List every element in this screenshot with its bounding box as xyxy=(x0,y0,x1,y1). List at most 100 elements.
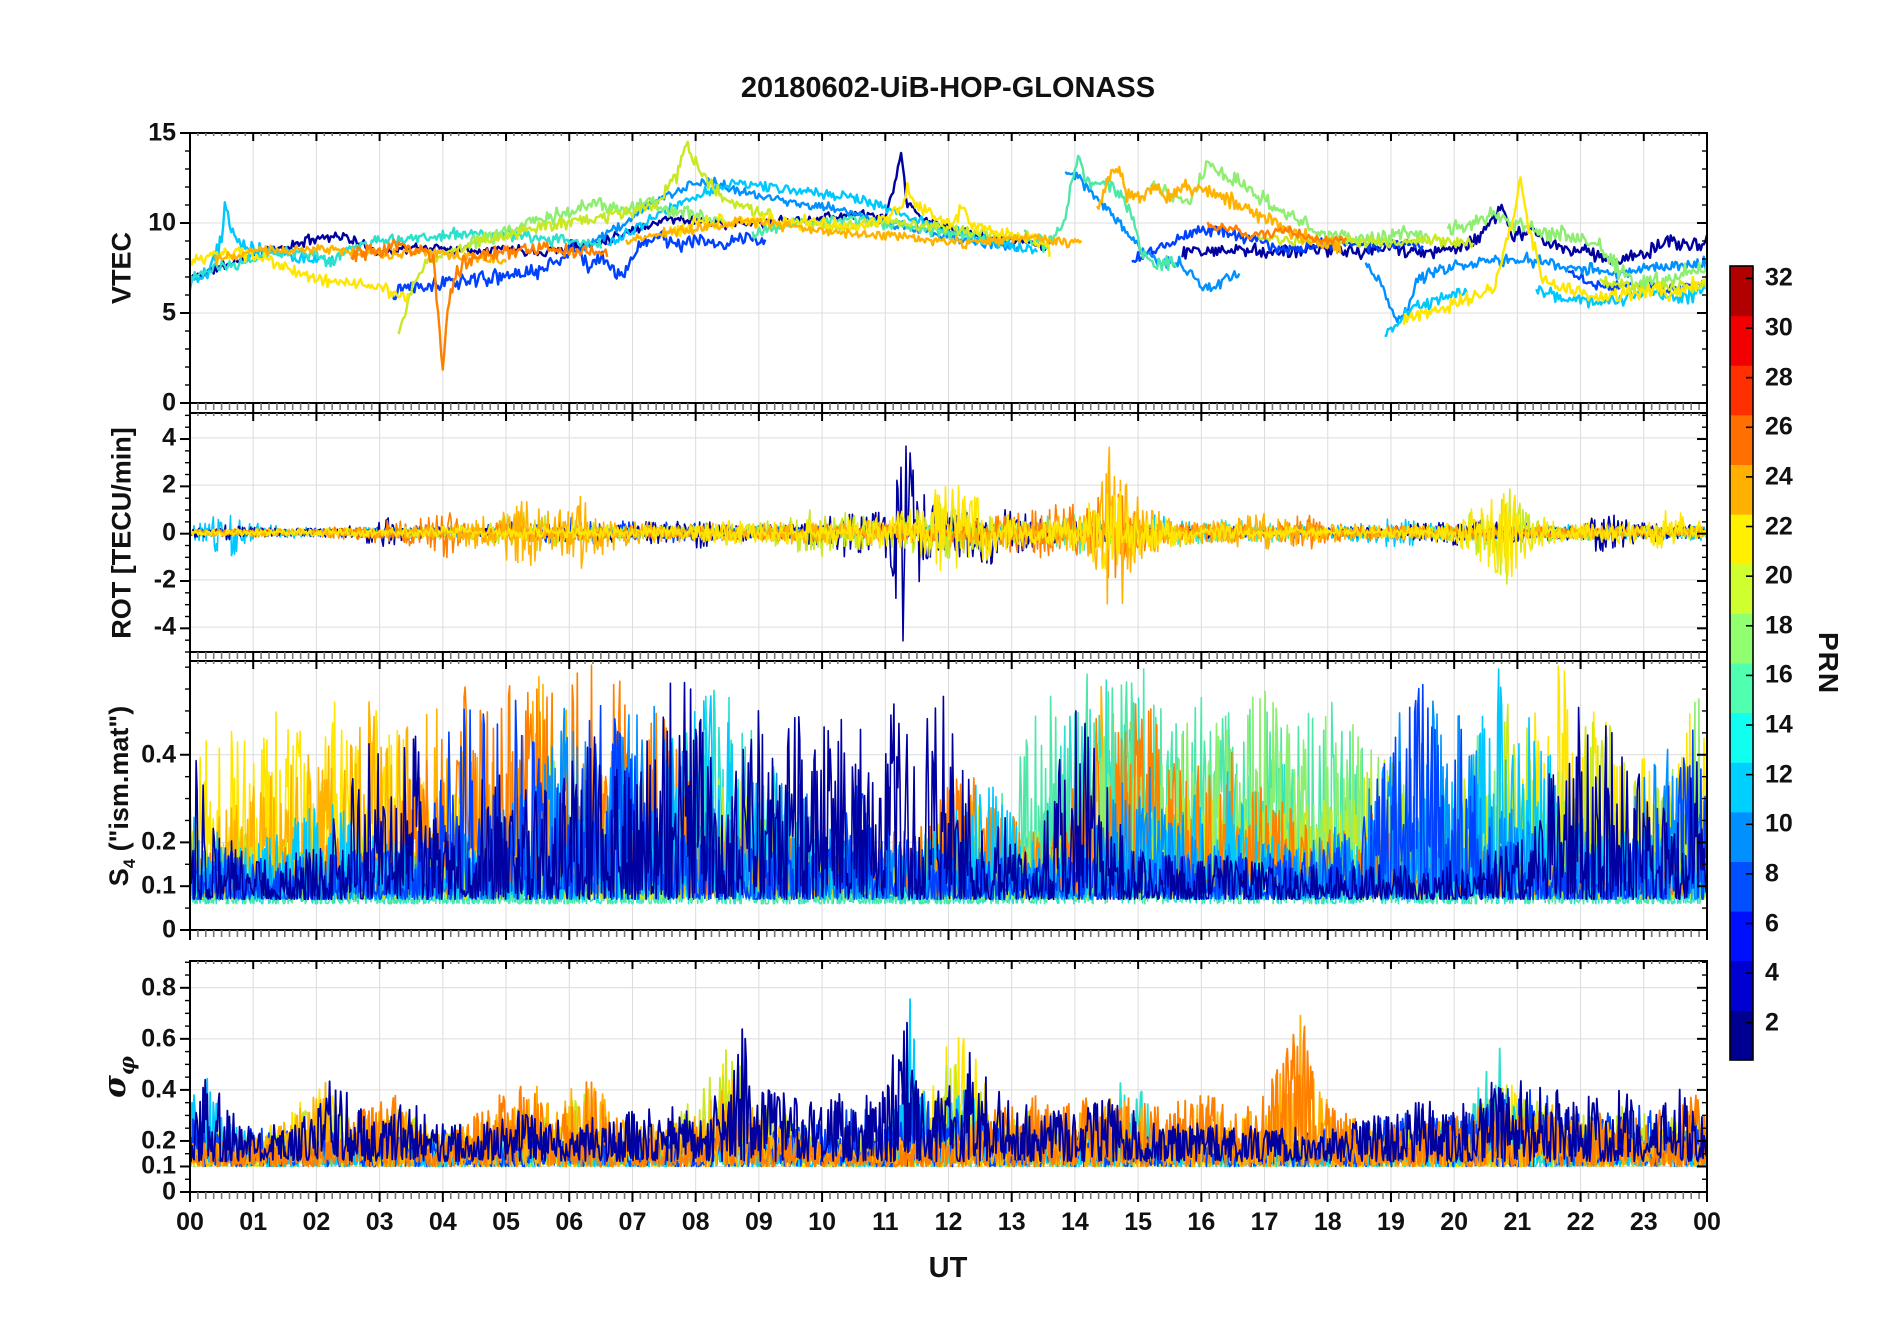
colorbar-segment xyxy=(1730,712,1753,763)
y-tick-label: -2 xyxy=(153,565,176,594)
y-axis-label-s4: S4 ("ism.mat") xyxy=(104,705,139,886)
x-tick-label: 23 xyxy=(1629,1208,1658,1236)
series-prn-19 xyxy=(397,140,773,335)
series-prn-24 xyxy=(350,238,609,371)
x-tick-label: 20 xyxy=(1440,1208,1469,1236)
series-prn-7 xyxy=(190,683,1707,901)
series-prn-24 xyxy=(1206,221,1347,245)
colorbar-label: PRN xyxy=(1813,631,1844,695)
series-prn-21 xyxy=(190,246,410,303)
x-tick-label: 15 xyxy=(1124,1208,1153,1236)
colorbar-tick-label: 10 xyxy=(1765,809,1793,838)
colorbar-segment xyxy=(1730,762,1753,813)
series-prn-2 xyxy=(190,1021,1707,1163)
colorbar-segment xyxy=(1730,663,1753,714)
series-prn-7 xyxy=(1131,224,1424,263)
series-prn-9 xyxy=(1064,171,1241,293)
x-tick-label: 05 xyxy=(492,1208,520,1236)
series-prn-9 xyxy=(1364,251,1707,324)
colorbar-tick-label: 6 xyxy=(1765,909,1779,938)
colorbar-segment xyxy=(1730,911,1753,962)
x-tick-label: 21 xyxy=(1503,1208,1532,1236)
colorbar-tick-label: 18 xyxy=(1765,611,1793,640)
x-tick-label: 17 xyxy=(1250,1208,1279,1236)
x-tick-label: 16 xyxy=(1187,1208,1216,1236)
series-prn-23 xyxy=(624,215,1083,250)
y-tick-label: 0.2 xyxy=(141,1126,176,1155)
colorbar-segment xyxy=(1730,563,1753,614)
x-tick-label: 07 xyxy=(618,1208,647,1236)
y-tick-label: 0 xyxy=(162,1177,176,1206)
colorbar-tick-label: 24 xyxy=(1765,462,1793,491)
colorbar-tick-label: 2 xyxy=(1765,1008,1779,1037)
colorbar-tick-label: 22 xyxy=(1765,512,1793,541)
x-tick-label: 12 xyxy=(934,1208,963,1236)
x-axis-label: UT xyxy=(928,1252,968,1284)
colorbar-segment xyxy=(1730,960,1753,1011)
colorbar-tick-label: 20 xyxy=(1765,561,1793,590)
y-axis-label-rot: ROT [TECU/min] xyxy=(106,426,137,639)
colorbar-tick-label: 32 xyxy=(1765,263,1793,292)
series-prn-21 xyxy=(1402,176,1707,325)
colorbar-segment xyxy=(1730,315,1753,366)
x-tick-label: 11 xyxy=(872,1208,899,1236)
colorbar-tick-label: 12 xyxy=(1765,760,1793,789)
x-tick-label: 14 xyxy=(1061,1208,1089,1236)
x-tick-label: 22 xyxy=(1566,1208,1595,1236)
x-tick-label: 08 xyxy=(681,1208,710,1236)
series-prn-11 xyxy=(1535,284,1707,309)
colorbar-tick-label: 4 xyxy=(1765,958,1779,987)
colorbar-segment xyxy=(1730,266,1753,317)
series-prn-15 xyxy=(1023,154,1178,272)
series-group xyxy=(190,140,1707,371)
colorbar-tick-label: 16 xyxy=(1765,660,1793,689)
series-group xyxy=(190,664,1707,905)
colorbar-segment xyxy=(1730,613,1753,664)
y-tick-label: 0 xyxy=(162,388,176,417)
series-prn-17 xyxy=(1446,206,1707,294)
colorbar-segment xyxy=(1730,365,1753,416)
y-tick-label: 5 xyxy=(162,298,176,327)
x-tick-label: 02 xyxy=(302,1208,331,1236)
x-tick-label: 13 xyxy=(997,1208,1026,1236)
colorbar-segment xyxy=(1730,464,1753,515)
y-tick-label: 0.4 xyxy=(141,1075,176,1104)
colorbar-tick-label: 26 xyxy=(1765,412,1793,441)
colorbar-segment xyxy=(1730,811,1753,862)
colorbar-segment xyxy=(1730,1010,1753,1061)
y-tick-label: 0.1 xyxy=(141,1151,176,1180)
series-prn-23 xyxy=(1095,165,1342,255)
y-tick-label: 0.4 xyxy=(141,740,176,769)
series-prn-2 xyxy=(190,681,1707,901)
series-prn-19 xyxy=(1257,233,1475,249)
y-tick-label: 0.1 xyxy=(141,871,176,900)
colorbar-segment xyxy=(1730,414,1753,465)
colorbar-tick-label: 14 xyxy=(1765,710,1793,739)
y-tick-label: 10 xyxy=(148,208,176,237)
y-tick-label: 0 xyxy=(162,915,176,944)
x-tick-label: 19 xyxy=(1377,1208,1405,1236)
x-tick-label: 01 xyxy=(239,1208,268,1236)
series-prn-21 xyxy=(190,485,1707,578)
series-group xyxy=(190,998,1707,1168)
series-prn-2 xyxy=(1181,203,1707,265)
x-tick-label: 18 xyxy=(1313,1208,1342,1236)
x-tick-label: 00 xyxy=(1693,1208,1721,1236)
series-prn-11 xyxy=(1384,287,1468,337)
x-tick-label: 06 xyxy=(555,1208,584,1236)
x-tick-label: 00 xyxy=(176,1208,204,1236)
x-tick-label: 10 xyxy=(808,1208,836,1236)
y-axis-label-vtec: VTEC xyxy=(106,231,137,305)
colorbar-tick-label: 28 xyxy=(1765,363,1793,392)
colorbar-segment xyxy=(1730,514,1753,565)
y-tick-label: 0.6 xyxy=(141,1024,176,1053)
y-axis-label-sigma_phi: σφ xyxy=(96,1055,140,1098)
y-tick-label: -4 xyxy=(153,612,176,641)
y-tick-label: 2 xyxy=(162,470,176,499)
series-group xyxy=(190,445,1707,642)
colorbar-tick-label: 8 xyxy=(1765,859,1779,888)
colorbar-segment xyxy=(1730,861,1753,912)
y-tick-label: 15 xyxy=(148,118,176,147)
